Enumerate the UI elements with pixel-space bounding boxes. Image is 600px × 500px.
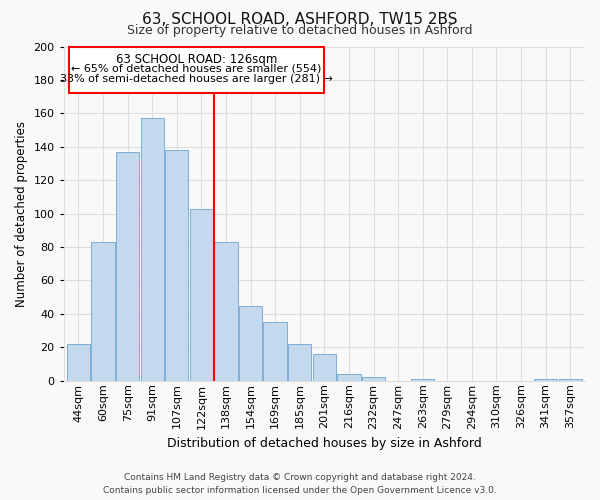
X-axis label: Distribution of detached houses by size in Ashford: Distribution of detached houses by size … bbox=[167, 437, 482, 450]
Bar bbox=[337, 374, 361, 381]
Bar bbox=[559, 379, 582, 381]
Bar bbox=[140, 118, 164, 381]
Bar bbox=[288, 344, 311, 381]
Bar bbox=[313, 354, 336, 381]
Bar bbox=[263, 322, 287, 381]
Text: Size of property relative to detached houses in Ashford: Size of property relative to detached ho… bbox=[127, 24, 473, 37]
Bar bbox=[239, 306, 262, 381]
Bar bbox=[411, 379, 434, 381]
Bar bbox=[68, 46, 325, 94]
Bar bbox=[165, 150, 188, 381]
Text: Contains HM Land Registry data © Crown copyright and database right 2024.
Contai: Contains HM Land Registry data © Crown c… bbox=[103, 474, 497, 495]
Bar bbox=[91, 242, 115, 381]
Text: ← 65% of detached houses are smaller (554): ← 65% of detached houses are smaller (55… bbox=[71, 63, 322, 73]
Bar bbox=[214, 242, 238, 381]
Y-axis label: Number of detached properties: Number of detached properties bbox=[15, 120, 28, 306]
Bar bbox=[190, 208, 213, 381]
Text: 33% of semi-detached houses are larger (281) →: 33% of semi-detached houses are larger (… bbox=[60, 74, 333, 84]
Text: 63 SCHOOL ROAD: 126sqm: 63 SCHOOL ROAD: 126sqm bbox=[116, 53, 277, 66]
Bar bbox=[534, 379, 557, 381]
Bar bbox=[362, 378, 385, 381]
Bar bbox=[67, 344, 90, 381]
Bar bbox=[116, 152, 139, 381]
Text: 63, SCHOOL ROAD, ASHFORD, TW15 2BS: 63, SCHOOL ROAD, ASHFORD, TW15 2BS bbox=[142, 12, 458, 28]
